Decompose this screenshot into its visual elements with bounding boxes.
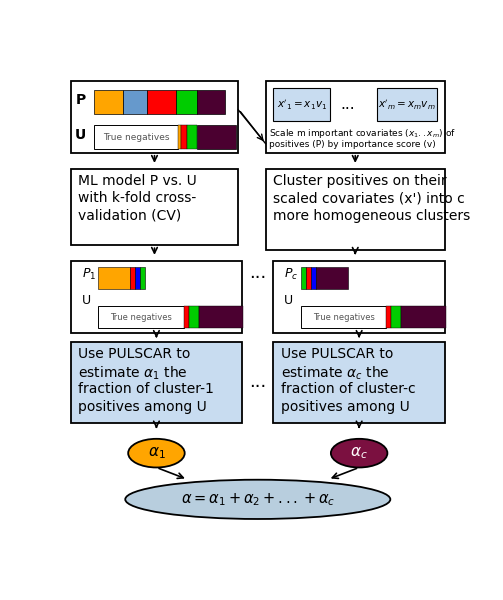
FancyBboxPatch shape: [273, 342, 445, 423]
Text: ML model P vs. U: ML model P vs. U: [78, 173, 197, 188]
Text: Cluster positives on their: Cluster positives on their: [273, 173, 447, 188]
FancyBboxPatch shape: [123, 89, 147, 113]
Text: $P_1$: $P_1$: [81, 267, 96, 282]
FancyBboxPatch shape: [306, 267, 311, 289]
Text: True negatives: True negatives: [312, 313, 375, 322]
Text: $\alpha = \alpha_1 + \alpha_2 + ... + \alpha_c$: $\alpha = \alpha_1 + \alpha_2 + ... + \a…: [181, 491, 335, 508]
FancyBboxPatch shape: [199, 306, 243, 328]
Text: U: U: [81, 294, 91, 307]
FancyBboxPatch shape: [70, 262, 242, 333]
Text: positives among U: positives among U: [78, 400, 207, 413]
FancyBboxPatch shape: [176, 89, 197, 113]
FancyBboxPatch shape: [301, 306, 386, 328]
FancyBboxPatch shape: [316, 267, 348, 289]
FancyBboxPatch shape: [273, 262, 445, 333]
FancyBboxPatch shape: [401, 306, 446, 328]
FancyBboxPatch shape: [70, 342, 242, 423]
Text: ...: ...: [340, 97, 355, 112]
Text: Use PULSCAR to: Use PULSCAR to: [281, 347, 393, 361]
Ellipse shape: [128, 439, 185, 467]
Text: Use PULSCAR to: Use PULSCAR to: [78, 347, 191, 361]
Text: more homogeneous clusters: more homogeneous clusters: [273, 209, 471, 223]
FancyBboxPatch shape: [181, 125, 187, 149]
FancyBboxPatch shape: [386, 306, 391, 328]
Text: True negatives: True negatives: [110, 313, 172, 322]
Ellipse shape: [125, 480, 390, 519]
Text: P: P: [75, 93, 86, 107]
FancyBboxPatch shape: [98, 267, 130, 289]
Text: ...: ...: [249, 264, 267, 282]
FancyBboxPatch shape: [197, 89, 225, 113]
FancyBboxPatch shape: [301, 267, 306, 289]
FancyBboxPatch shape: [70, 81, 238, 153]
FancyBboxPatch shape: [147, 89, 176, 113]
Text: estimate $\alpha_c$ the: estimate $\alpha_c$ the: [281, 364, 390, 382]
Text: U: U: [75, 128, 86, 142]
FancyBboxPatch shape: [311, 267, 316, 289]
Text: positives among U: positives among U: [281, 400, 410, 413]
Text: ...: ...: [249, 373, 267, 391]
FancyBboxPatch shape: [98, 306, 184, 328]
FancyBboxPatch shape: [197, 125, 236, 149]
FancyBboxPatch shape: [391, 306, 401, 328]
FancyBboxPatch shape: [135, 267, 140, 289]
Text: estimate $\alpha_1$ the: estimate $\alpha_1$ the: [78, 364, 188, 382]
FancyBboxPatch shape: [187, 125, 197, 149]
Text: with k-fold cross-: with k-fold cross-: [78, 191, 197, 205]
Text: Scale m important covariates $(x_1..x_m)$ of: Scale m important covariates $(x_1..x_m)…: [270, 127, 456, 140]
Text: validation (CV): validation (CV): [78, 209, 182, 223]
FancyBboxPatch shape: [140, 267, 145, 289]
Text: fraction of cluster-1: fraction of cluster-1: [78, 382, 214, 396]
FancyBboxPatch shape: [94, 125, 178, 149]
FancyBboxPatch shape: [184, 306, 189, 328]
Text: U: U: [284, 294, 293, 307]
Text: True negatives: True negatives: [103, 133, 169, 142]
Text: fraction of cluster-c: fraction of cluster-c: [281, 382, 416, 396]
FancyBboxPatch shape: [273, 88, 330, 121]
FancyBboxPatch shape: [130, 267, 135, 289]
Text: $x'_1 = x_1v_1$: $x'_1 = x_1v_1$: [277, 98, 327, 112]
FancyBboxPatch shape: [266, 81, 445, 153]
Text: scaled covariates (x') into c: scaled covariates (x') into c: [273, 191, 465, 205]
FancyBboxPatch shape: [70, 169, 238, 245]
Text: $P_c$: $P_c$: [284, 267, 298, 282]
FancyBboxPatch shape: [266, 169, 445, 250]
FancyBboxPatch shape: [178, 125, 181, 149]
Text: positives (P) by importance score (v): positives (P) by importance score (v): [270, 140, 436, 149]
FancyBboxPatch shape: [377, 88, 437, 121]
Text: $\alpha_c$: $\alpha_c$: [350, 445, 368, 461]
Ellipse shape: [331, 439, 387, 467]
FancyBboxPatch shape: [94, 89, 123, 113]
Text: $x'_m = x_mv_m$: $x'_m = x_mv_m$: [378, 98, 436, 112]
FancyBboxPatch shape: [189, 306, 199, 328]
Text: $\alpha_1$: $\alpha_1$: [147, 445, 165, 461]
